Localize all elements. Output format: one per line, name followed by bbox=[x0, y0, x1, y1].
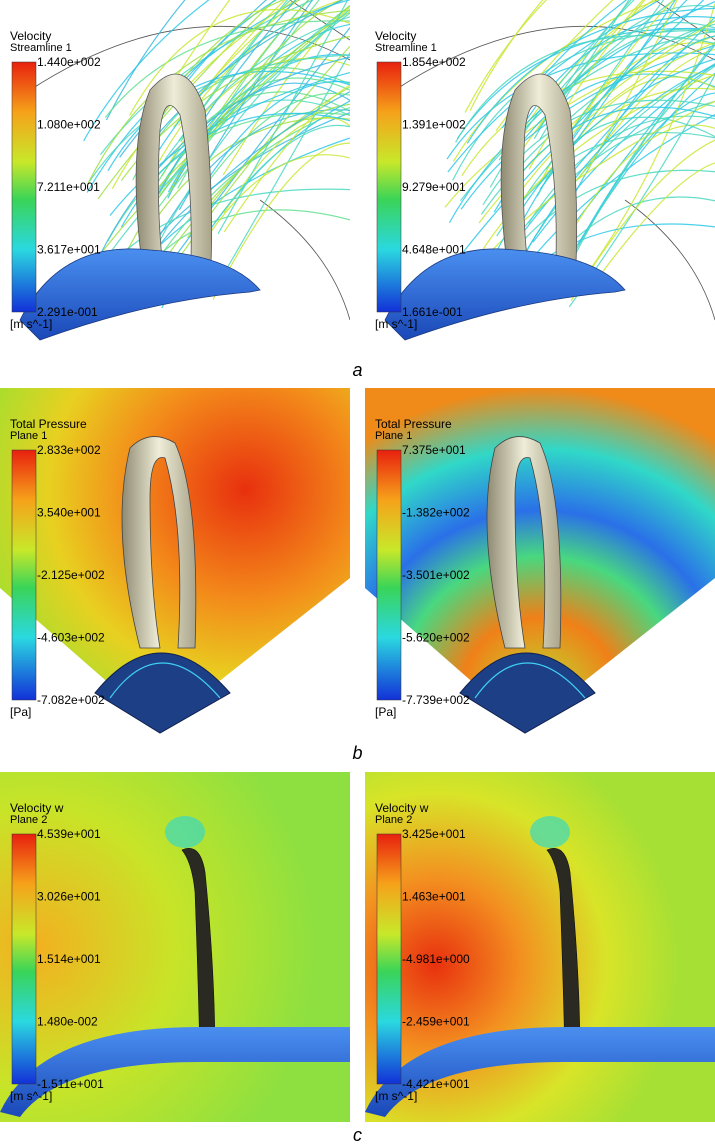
legend-tick-label: -7.082e+002 bbox=[37, 693, 105, 707]
legend-unit: [Pa] bbox=[375, 705, 396, 719]
legend-subtitle: Plane 1 bbox=[375, 430, 412, 442]
legend-tick-label: -1.382e+002 bbox=[402, 506, 470, 520]
legend-tick-label: 7.375e+001 bbox=[402, 443, 466, 457]
panel-label: b bbox=[0, 743, 715, 764]
legend-title: Velocity w bbox=[375, 801, 429, 815]
legend-subtitle: Plane 1 bbox=[10, 430, 47, 442]
legend-tick-label: 1.391e+002 bbox=[402, 118, 466, 132]
legend-unit: [m s^-1] bbox=[10, 1089, 52, 1103]
legend-tick-label: 7.211e+001 bbox=[37, 180, 100, 194]
legend-title: Velocity bbox=[10, 29, 51, 43]
color-bar bbox=[377, 62, 401, 312]
legend-tick-label: 9.279e+001 bbox=[402, 180, 466, 194]
tip-vortex bbox=[165, 816, 205, 848]
panel-label: c bbox=[0, 1125, 715, 1145]
legend-subtitle: Streamline 1 bbox=[10, 42, 72, 54]
color-bar bbox=[377, 834, 401, 1084]
legend-tick-label: 3.026e+001 bbox=[37, 890, 101, 904]
legend-tick-label: 1.854e+002 bbox=[402, 55, 466, 69]
legend-title: Total Pressure bbox=[375, 417, 452, 431]
legend-tick-label: -2.125e+002 bbox=[37, 568, 105, 582]
panel: Velocity wPlane 23.425e+001 1.463e+001 -4.… bbox=[365, 772, 715, 1134]
legend-title: Total Pressure bbox=[10, 417, 87, 431]
legend-tick-label: 3.540e+001 bbox=[37, 506, 101, 520]
legend-tick-label: -3.501e+002 bbox=[402, 568, 470, 582]
figure: VelocityStreamline 11.440e+0021.080e+002… bbox=[0, 0, 715, 1145]
legend-tick-label: 1.080e+002 bbox=[37, 118, 101, 132]
legend-title: Velocity w bbox=[10, 801, 64, 815]
legend-tick-label: -2.459e+001 bbox=[402, 1015, 470, 1029]
legend-tick-label: -4.603e+002 bbox=[37, 631, 105, 645]
legend-subtitle: Plane 2 bbox=[10, 814, 47, 826]
color-bar bbox=[377, 450, 401, 700]
legend-tick-label: 1.463e+001 bbox=[402, 890, 466, 904]
legend-tick-label: 3.425e+001 bbox=[402, 827, 466, 841]
panel-label: a bbox=[0, 360, 715, 381]
legend-unit: [m s^-1] bbox=[10, 317, 52, 331]
legend-tick-label: 4.539e+001 bbox=[37, 827, 101, 841]
legend-tick-label: 4.648e+001 bbox=[402, 243, 466, 257]
color-bar bbox=[12, 62, 36, 312]
legend-tick-label: 1.514e+001 bbox=[37, 952, 101, 966]
legend-tick-label: -4.981e+000 bbox=[402, 952, 470, 966]
legend-tick-label: 3.617e+001 bbox=[37, 243, 101, 257]
color-bar bbox=[12, 450, 36, 700]
tip-vortex bbox=[530, 816, 570, 848]
legend-tick-label: 1.440e+002 bbox=[37, 55, 101, 69]
legend-subtitle: Streamline 1 bbox=[375, 42, 437, 54]
legend-subtitle: Plane 2 bbox=[375, 814, 412, 826]
color-bar bbox=[12, 834, 36, 1084]
legend-unit: [m s^-1] bbox=[375, 1089, 417, 1103]
legend-tick-label: -7.739e+002 bbox=[402, 693, 470, 707]
legend-tick-label: 1.480e-002 bbox=[37, 1015, 98, 1029]
legend-unit: [Pa] bbox=[10, 705, 31, 719]
legend-unit: [m s^-1] bbox=[375, 317, 417, 331]
legend-title: Velocity bbox=[375, 29, 416, 43]
legend-tick-label: -5.620e+002 bbox=[402, 631, 470, 645]
legend-tick-label: 2.833e+002 bbox=[37, 443, 101, 457]
